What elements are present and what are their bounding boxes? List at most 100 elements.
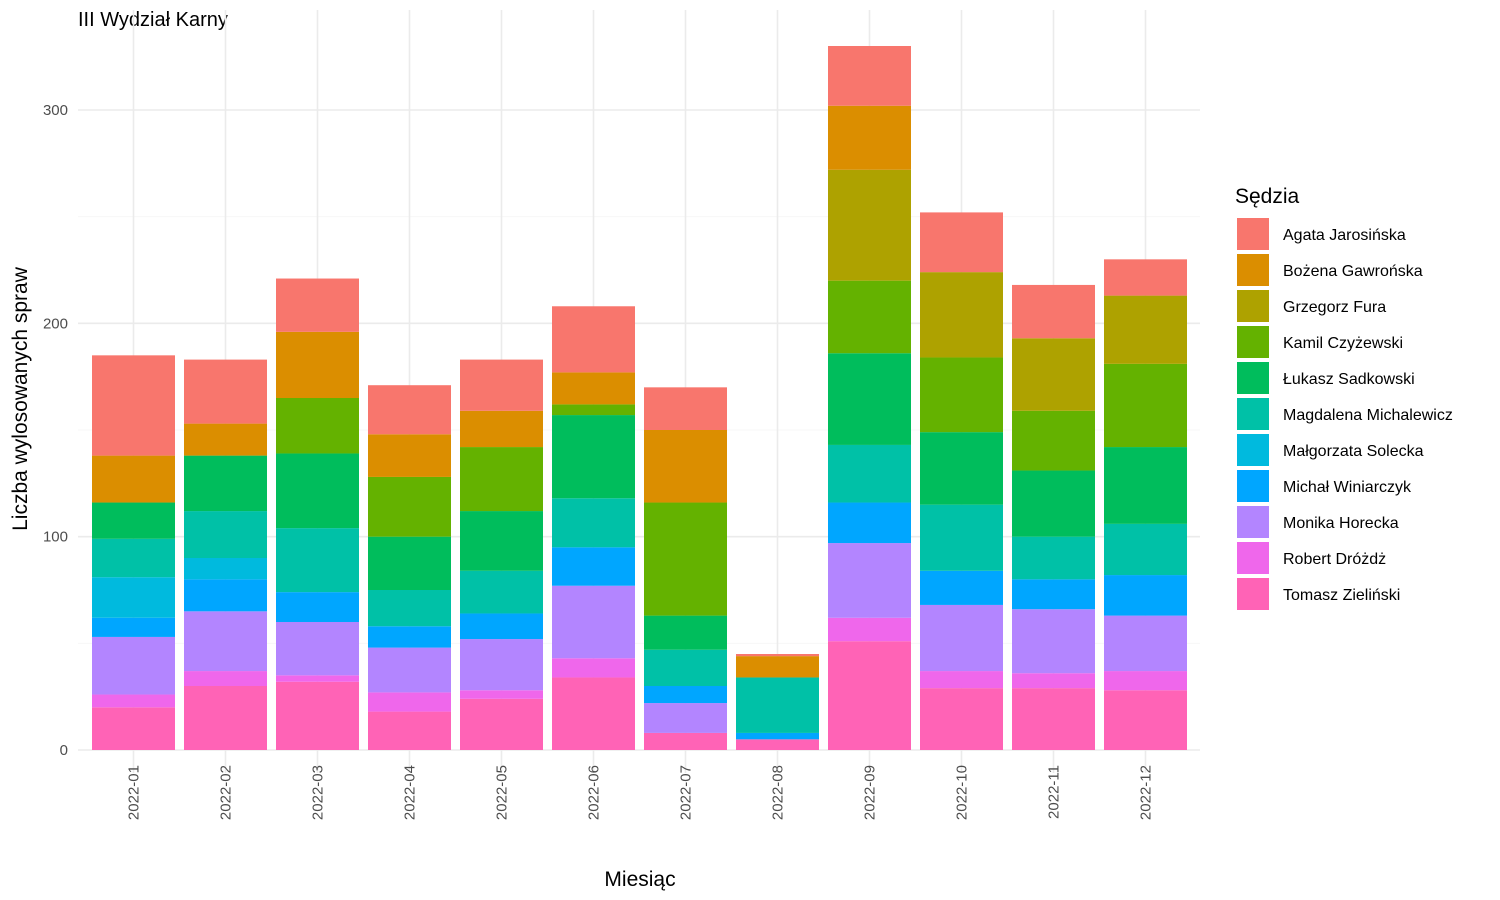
bar-segment	[1104, 615, 1187, 672]
bar-segment	[736, 656, 819, 678]
bar-segment	[184, 455, 267, 512]
bar-segment	[552, 306, 635, 373]
bar-segment	[552, 585, 635, 659]
bar-segment	[736, 654, 819, 657]
bar-segment	[92, 707, 175, 750]
x-tick-label: 2022-12	[1138, 765, 1155, 820]
bar-segment	[736, 677, 819, 733]
bar-segment	[828, 46, 911, 106]
bar-segment	[828, 543, 911, 618]
bar-segment	[552, 415, 635, 499]
bar-segment	[368, 434, 451, 477]
bar-segment	[1012, 609, 1095, 674]
x-tick-label: 2022-01	[126, 765, 143, 820]
legend-label: Robert Dróżdż	[1283, 551, 1386, 568]
bar-segment	[1012, 536, 1095, 580]
bar-segment	[1104, 363, 1187, 448]
bar-segment	[644, 686, 727, 704]
bar-segment	[460, 690, 543, 699]
bar-segment	[368, 590, 451, 627]
bar-segment	[644, 387, 727, 430]
bar-segment	[920, 671, 1003, 689]
legend-label: Kamil Czyżewski	[1283, 335, 1403, 352]
legend-key	[1237, 362, 1269, 394]
legend-key	[1237, 578, 1269, 610]
bar-segment	[92, 694, 175, 708]
legend-label: Michał Winiarczyk	[1283, 479, 1412, 496]
legend: Sędzia Agata Jarosińska Bożena Gawrońska G…	[1235, 185, 1453, 610]
bar-segment	[92, 636, 175, 695]
x-axis-ticks: 2022-01 2022-02 2022-03 2022-04 2022-05 2022-…	[126, 765, 1155, 820]
legend-label: Magdalena Michalewicz	[1283, 407, 1453, 424]
bar-segment	[828, 169, 911, 281]
y-axis-title: Liczba wylosowanych spraw	[9, 266, 32, 531]
bar-segment	[276, 592, 359, 622]
legend-key	[1237, 542, 1269, 574]
bar-segment	[460, 410, 543, 448]
bar-segment	[276, 681, 359, 750]
bars	[92, 46, 1187, 750]
bar-segment	[920, 432, 1003, 505]
bar-segment	[184, 558, 267, 580]
bar-segment	[552, 498, 635, 548]
bar-segment	[1012, 579, 1095, 610]
legend-label: Tomasz Zieliński	[1283, 587, 1400, 604]
legend-label: Monika Horecka	[1283, 515, 1399, 532]
bar-segment	[736, 739, 819, 750]
bar-segment	[460, 613, 543, 640]
x-tick-label: 2022-09	[862, 765, 879, 820]
bar-segment	[460, 570, 543, 614]
x-tick-label: 2022-08	[770, 765, 787, 820]
bar-segment	[276, 528, 359, 593]
x-tick-label: 2022-04	[402, 765, 419, 820]
x-tick-label: 2022-11	[1046, 765, 1063, 819]
x-tick-label: 2022-06	[586, 765, 603, 820]
bar-segment	[552, 404, 635, 416]
bar-segment	[368, 385, 451, 435]
bar-segment	[368, 536, 451, 590]
bar-segment	[1104, 295, 1187, 364]
x-axis-title: Miesiąc	[604, 868, 675, 891]
legend-title: Sędzia	[1235, 185, 1300, 208]
bar-segment	[92, 577, 175, 618]
y-tick-label: 300	[43, 102, 68, 119]
x-tick-label: 2022-05	[494, 765, 511, 820]
legend-label: Grzegorz Fura	[1283, 299, 1386, 316]
legend-key	[1237, 506, 1269, 538]
bar-segment	[184, 579, 267, 612]
bar-segment	[552, 677, 635, 750]
bar-segment	[1104, 690, 1187, 750]
bar-segment	[368, 692, 451, 712]
bar-segment	[644, 615, 727, 650]
legend-key	[1237, 470, 1269, 502]
bar-segment	[920, 504, 1003, 571]
bar-segment	[276, 331, 359, 398]
bar-segment	[1012, 673, 1095, 689]
legend-key	[1237, 434, 1269, 466]
bar-segment	[276, 622, 359, 676]
legend-label: Agata Jarosińska	[1283, 227, 1406, 244]
bar-segment	[644, 703, 727, 733]
bar-segment	[1104, 259, 1187, 296]
bar-segment	[460, 447, 543, 512]
bar-segment	[1012, 688, 1095, 750]
bar-segment	[460, 639, 543, 691]
legend-key	[1237, 290, 1269, 322]
x-tick-label: 2022-07	[678, 765, 695, 820]
bar-segment	[184, 611, 267, 672]
bar-segment	[920, 212, 1003, 273]
bar-segment	[644, 649, 727, 686]
bar-segment	[828, 353, 911, 445]
bar-segment	[184, 686, 267, 750]
bar-segment	[460, 359, 543, 411]
x-tick-label: 2022-10	[954, 765, 971, 820]
bar-segment	[1104, 447, 1187, 524]
x-tick-label: 2022-03	[310, 765, 327, 820]
y-tick-label: 200	[43, 315, 68, 332]
bar-segment	[828, 617, 911, 642]
chart-title: III Wydział Karny	[78, 9, 228, 31]
bar-segment	[1012, 410, 1095, 471]
bar-segment	[368, 626, 451, 648]
bar-segment	[644, 732, 727, 750]
legend-key	[1237, 326, 1269, 358]
